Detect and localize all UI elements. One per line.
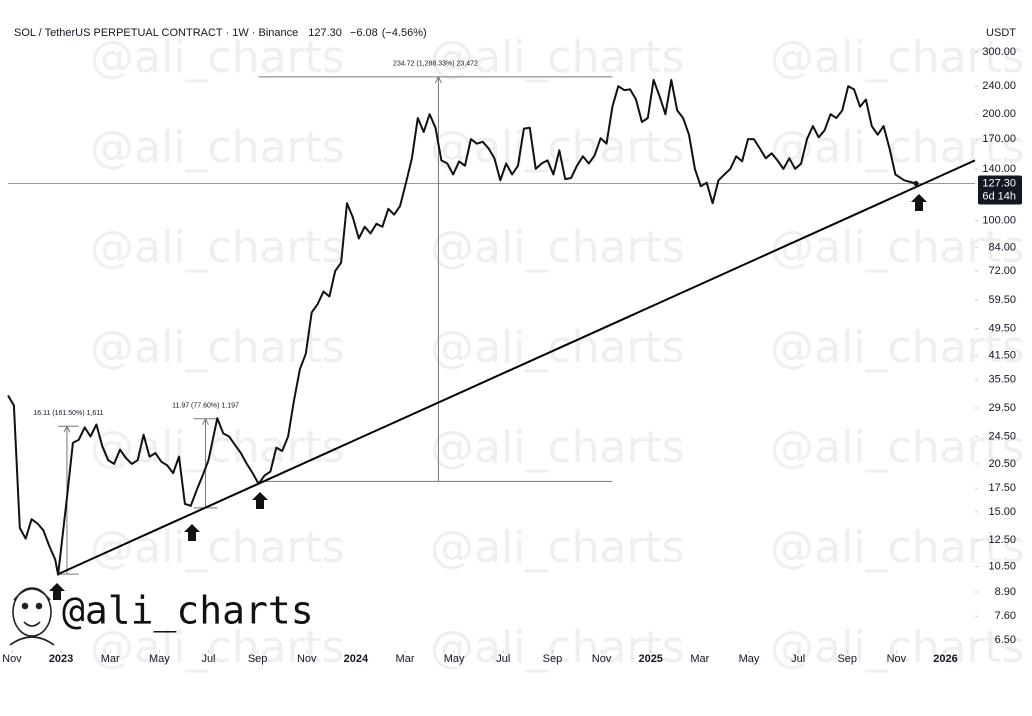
title: SOL / TetherUS PERPETUAL CONTRACT · 1W ·… — [14, 27, 298, 39]
watermark: @ali_charts — [430, 322, 685, 373]
y-tick-label: 12.50 — [988, 534, 1016, 546]
x-tick-label: Sep — [248, 653, 268, 665]
x-tick-label: Nov — [297, 653, 317, 665]
x-tick-label: Nov — [887, 653, 907, 665]
x-tick-label: Sep — [837, 653, 857, 665]
watermark: @ali_charts — [430, 122, 685, 173]
y-tick-label: 59.50 — [988, 294, 1016, 306]
x-tick-label: 2024 — [344, 653, 369, 665]
y-tick-label: 140.00 — [982, 163, 1016, 175]
y-tick-label: 41.50 — [988, 350, 1016, 362]
x-tick-label: Sep — [543, 653, 563, 665]
measure-arrowhead — [202, 417, 209, 426]
watermark: @ali_charts — [90, 32, 345, 83]
x-tick-label: 2026 — [933, 653, 957, 665]
price-tag-value: 127.30 — [982, 177, 1016, 189]
watermark: @ali_charts — [770, 422, 1025, 473]
watermark: @ali_charts — [90, 222, 345, 273]
y-tick-label: 84.00 — [988, 241, 1016, 253]
measure-arrowhead — [63, 425, 71, 433]
arrow — [184, 524, 200, 541]
arrow — [49, 583, 65, 600]
x-tick-label: Mar — [690, 653, 709, 665]
watermark: @ali_charts — [770, 322, 1025, 373]
y-tick-label: 100.00 — [982, 214, 1016, 226]
x-tick-label: Jul — [201, 653, 215, 665]
watermark: @ali_charts — [430, 222, 685, 273]
header-change-pct: (−4.56%) — [382, 27, 427, 39]
arrows — [49, 194, 927, 600]
y-tick-label: 10.50 — [988, 561, 1016, 573]
logo — [9, 587, 55, 646]
y-tick-label: 20.50 — [988, 458, 1016, 470]
watermarks: @ali_charts @ali_charts @ali_charts @ali_ch… — [90, 32, 1025, 673]
x-tick-label: May — [444, 653, 465, 665]
header-change: −6.08 — [350, 27, 378, 39]
watermark: @ali_charts — [770, 122, 1025, 173]
y-tick-label: 7.60 — [995, 610, 1016, 622]
y-tick-label: 29.50 — [988, 402, 1016, 414]
y-tick-label: 24.50 — [988, 430, 1016, 442]
y-tick-label: 8.90 — [995, 586, 1016, 598]
y-tick-label: 170.00 — [982, 133, 1016, 145]
trendline — [57, 159, 976, 576]
y-tick-label: 72.00 — [988, 265, 1016, 277]
chart-title: SOL / TetherUS PERPETUAL CONTRACT · 1W ·… — [14, 27, 427, 39]
y-tick-label: 6.50 — [995, 634, 1016, 646]
header-price: 127.30 — [308, 27, 342, 39]
measure-label: 234.72 (1,288.33%) 23,472 — [393, 61, 478, 68]
watermark: @ali_charts — [90, 622, 345, 673]
arrow — [252, 492, 268, 509]
x-tick-label: Mar — [101, 653, 120, 665]
y-tick-label: 200.00 — [982, 108, 1016, 120]
y-tick-label: 300.00 — [982, 46, 1016, 58]
y-tick-label: 49.50 — [988, 322, 1016, 334]
y-tick-label: 240.00 — [982, 80, 1016, 92]
x-tick-label: Mar — [396, 653, 415, 665]
measure-label: 11.97 (77.60%) 1,197 — [172, 403, 239, 410]
price-tag-countdown: 6d 14h — [982, 190, 1016, 202]
watermark: @ali_charts — [770, 522, 1025, 573]
last-point — [913, 181, 919, 187]
x-tick-label: 2023 — [49, 653, 73, 665]
measure-arrowhead — [434, 75, 442, 84]
watermark: @ali_charts — [430, 622, 685, 673]
watermark: @ali_charts — [90, 122, 345, 173]
watermark: @ali_charts — [770, 622, 1025, 673]
watermark: @ali_charts — [770, 222, 1025, 273]
y-tick-label: 35.50 — [988, 373, 1016, 385]
price-line — [7, 78, 917, 576]
y-tick-label: 15.00 — [988, 506, 1016, 518]
measure-label: 16.11 (161.50%) 1,611 — [33, 410, 103, 417]
logo-text: @ali_charts — [62, 589, 314, 634]
x-tick-label: Jul — [496, 653, 510, 665]
x-tick-label: May — [149, 653, 170, 665]
watermark: @ali_charts — [430, 32, 685, 83]
y-unit: USDT — [986, 27, 1016, 39]
x-tick-label: 2025 — [638, 653, 662, 665]
watermark: @ali_charts — [90, 422, 345, 473]
x-tick-label: Nov — [2, 653, 22, 665]
x-tick-label: May — [739, 653, 760, 665]
price-tag — [978, 175, 1022, 205]
watermark: @ali_charts — [430, 522, 685, 573]
arrow — [911, 194, 927, 211]
watermark: @ali_charts — [770, 32, 1025, 83]
watermark: @ali_charts — [90, 522, 345, 573]
y-tick-label: 17.50 — [988, 482, 1016, 494]
x-tick-label: Nov — [592, 653, 612, 665]
watermark: @ali_charts — [430, 422, 685, 473]
x-tick-label: Jul — [791, 653, 805, 665]
